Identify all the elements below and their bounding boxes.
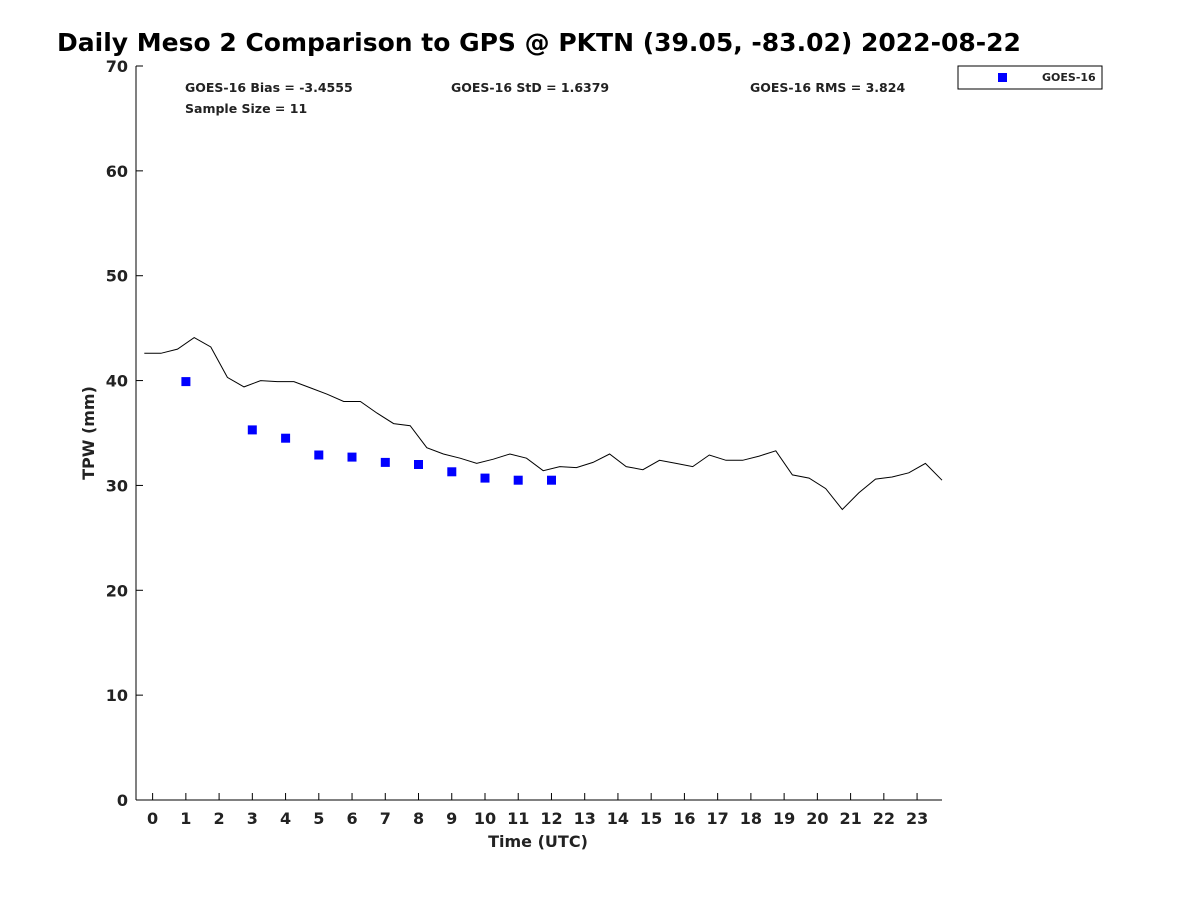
y-tick-label: 30 [106, 476, 128, 495]
x-tick-label: 15 [640, 809, 662, 828]
x-tick-label: 7 [380, 809, 391, 828]
y-axis-label: TPW (mm) [79, 386, 98, 480]
goes16-point [547, 475, 556, 485]
gps-series-line [144, 337, 943, 511]
y-tick-label: 0 [117, 791, 128, 810]
x-tick-label: 22 [873, 809, 895, 828]
x-tick-label: 19 [773, 809, 795, 828]
legend-label: GOES-16 [1042, 71, 1096, 84]
x-tick-label: 1 [180, 809, 191, 828]
x-tick-label: 18 [740, 809, 762, 828]
x-tick-label: 3 [247, 809, 258, 828]
goes16-point [513, 475, 523, 485]
goes16-point [181, 377, 191, 387]
goes16-point [480, 473, 490, 483]
x-axis-label: Time (UTC) [488, 832, 588, 851]
std-annotation: GOES-16 StD = 1.6379 [451, 80, 609, 95]
x-tick-label: 5 [313, 809, 324, 828]
x-tick-label: 13 [574, 809, 596, 828]
y-tick-label: 20 [106, 581, 128, 600]
x-tick-label: 21 [839, 809, 861, 828]
chart-title: Daily Meso 2 Comparison to GPS @ PKTN (3… [57, 28, 1021, 57]
x-tick-label: 14 [607, 809, 629, 828]
y-tick-label: 10 [106, 686, 128, 705]
bias-annotation: GOES-16 Bias = -3.4555 [185, 80, 353, 95]
x-tick-label: 10 [474, 809, 496, 828]
goes16-point [414, 460, 423, 469]
x-tick-label: 12 [540, 809, 562, 828]
y-tick-label: 60 [106, 162, 128, 181]
y-tick-label: 70 [106, 57, 128, 76]
x-tick-label: 16 [673, 809, 695, 828]
goes16-point [314, 450, 324, 460]
rms-annotation: GOES-16 RMS = 3.824 [750, 80, 905, 95]
series-layer [144, 337, 943, 511]
x-tick-label: 0 [147, 809, 158, 828]
x-tick-label: 20 [806, 809, 828, 828]
x-tick-label: 9 [446, 809, 457, 828]
sample-size-annotation: Sample Size = 11 [185, 101, 307, 116]
x-tick-label: 6 [346, 809, 357, 828]
goes16-point [347, 452, 357, 462]
x-tick-label: 2 [214, 809, 225, 828]
goes16-point [247, 425, 257, 435]
legend-marker [998, 73, 1007, 82]
x-tick-label: 17 [707, 809, 729, 828]
x-tick-label: 4 [280, 809, 291, 828]
x-tick-label: 8 [413, 809, 424, 828]
goes16-point [380, 457, 390, 467]
x-tick-label: 23 [906, 809, 928, 828]
legend: GOES-16 [957, 65, 1103, 90]
stats-annotations: GOES-16 Bias = -3.4555 GOES-16 StD = 1.6… [185, 80, 905, 116]
x-tick-label: 11 [507, 809, 529, 828]
y-tick-label: 50 [106, 267, 128, 286]
goes16-point [447, 467, 457, 477]
y-tick-label: 40 [106, 372, 128, 391]
goes16-point [281, 433, 291, 443]
legend-box [957, 65, 1103, 90]
